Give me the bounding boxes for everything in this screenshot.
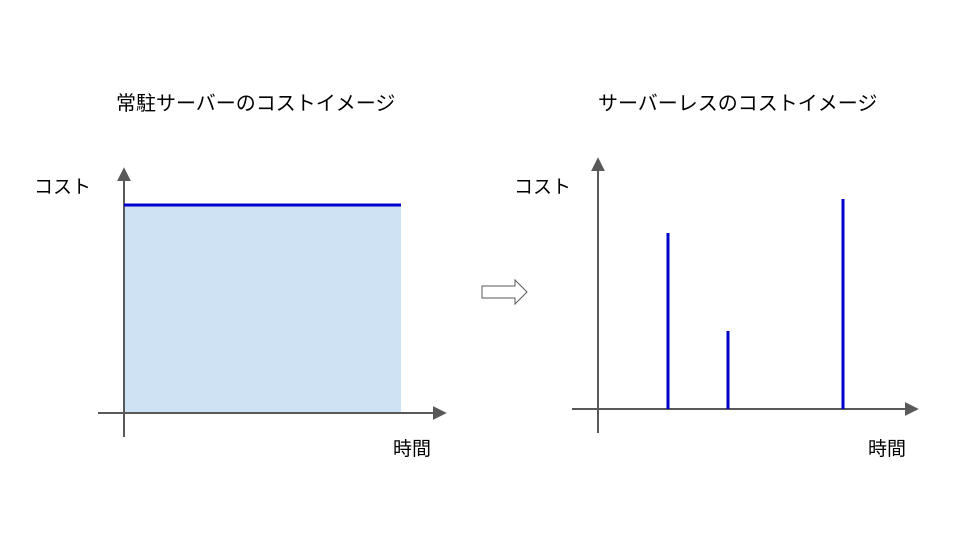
left-cost-area <box>124 205 401 413</box>
left-x-axis-label: 時間 <box>393 438 432 460</box>
right-panel-title: サーバーレスのコストイメージ <box>598 91 878 115</box>
right-arrow-icon <box>481 278 528 306</box>
left-y-axis-label: コスト <box>34 176 92 198</box>
right-y-axis-label: コスト <box>514 176 572 198</box>
left-panel-title: 常駐サーバーのコストイメージ <box>116 91 396 115</box>
right-x-axis-label: 時間 <box>868 438 907 460</box>
